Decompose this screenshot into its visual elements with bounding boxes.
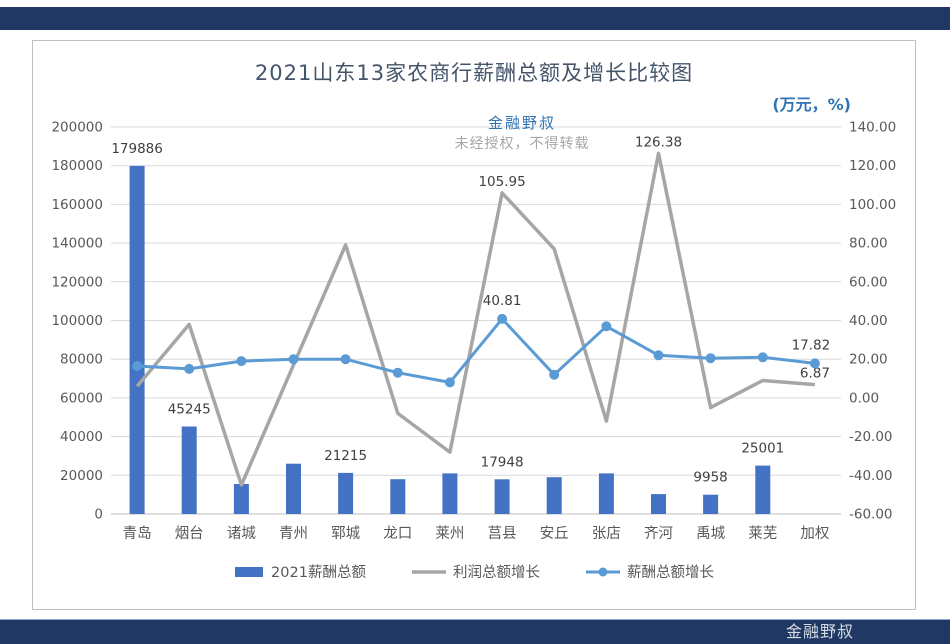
- line-marker: [601, 321, 612, 332]
- line-value-label: 126.38: [635, 134, 682, 150]
- category-label: 青州: [279, 525, 308, 542]
- line-marker: [497, 313, 508, 324]
- line-marker: [184, 363, 195, 374]
- line-marker: [653, 350, 664, 361]
- legend-label: 2021薪酬总额: [271, 565, 366, 581]
- footer-brand: 金融野叔: [785, 622, 854, 641]
- bar-segment: [338, 472, 354, 514]
- bar-segment: [442, 473, 458, 514]
- chart-title: 2021山东13家农商行薪酬总额及增长比较图: [254, 61, 694, 85]
- category-label: 加权: [800, 525, 829, 542]
- right-axis-tick: 20.00: [849, 352, 888, 368]
- line-value-label: 105.95: [478, 174, 525, 190]
- line-marker: [809, 358, 820, 369]
- left-axis-tick: 20000: [60, 468, 103, 484]
- line-marker: [757, 352, 768, 363]
- legend-line-swatch: [411, 569, 446, 574]
- header-bar: [0, 7, 950, 30]
- bar-segment: [651, 494, 666, 514]
- line-marker: [288, 354, 299, 365]
- bar-segment: [286, 463, 301, 514]
- category-label: 莒县: [488, 525, 517, 542]
- right-axis-tick: 40.00: [849, 313, 888, 329]
- salary-growth-line: [137, 317, 816, 384]
- right-axis-tick: 0.00: [849, 390, 879, 406]
- left-axis-tick: 60000: [60, 390, 103, 406]
- bar-value-label: 179886: [111, 141, 163, 157]
- footer-bar: 金融野叔: [0, 619, 950, 644]
- line-marker: [236, 356, 247, 367]
- bar-segment: [703, 494, 719, 514]
- left-axis-tick: 0: [94, 507, 103, 523]
- category-label: 诸城: [227, 525, 256, 542]
- left-axis-tick: 80000: [60, 352, 103, 368]
- left-axis-tick: 40000: [60, 429, 103, 445]
- line-marker: [340, 354, 351, 365]
- legend-label: 薪酬总额增长: [626, 565, 714, 581]
- line-value-label: 6.87: [800, 366, 830, 382]
- category-label: 安丘: [540, 525, 569, 542]
- category-label: 莱州: [435, 525, 464, 542]
- left-axis-tick: 120000: [51, 274, 103, 290]
- left-axis-tick: 160000: [51, 197, 103, 213]
- right-axis-tick: 80.00: [849, 236, 888, 252]
- line-marker: [392, 367, 403, 378]
- bar-segment: [598, 473, 614, 514]
- legend-item-2: 利润总额增长: [411, 561, 540, 582]
- bar-value-label: 45245: [168, 402, 211, 418]
- bar-segment: [390, 479, 406, 514]
- bar-segment: [129, 165, 145, 514]
- right-axis-tick: 100.00: [849, 197, 896, 213]
- bar-value-label: 9958: [693, 470, 727, 486]
- bar-segment: [755, 465, 771, 514]
- legend-line-marker-swatch: [585, 567, 620, 576]
- line-value-label: 17.82: [792, 337, 831, 353]
- left-axis-tick: 100000: [51, 313, 103, 329]
- chart-legend: 2021薪酬总额 利润总额增长 薪酬总额增长: [33, 561, 915, 582]
- right-axis-tick: -20.00: [849, 429, 893, 445]
- bar-value-label: 25001: [741, 441, 784, 457]
- category-label: 青岛: [123, 525, 152, 542]
- category-label: 齐河: [644, 525, 673, 542]
- category-label: 莱芜: [748, 525, 777, 542]
- bar-segment: [233, 484, 249, 514]
- category-label: 烟台: [175, 525, 204, 542]
- left-axis-tick: 180000: [51, 158, 103, 174]
- line-marker: [444, 377, 455, 388]
- right-axis-tick: 120.00: [849, 158, 896, 174]
- right-axis-tick: 60.00: [849, 274, 888, 290]
- bar-segment: [494, 479, 510, 514]
- line-marker: [549, 369, 560, 380]
- right-axis-tick: -60.00: [849, 507, 893, 523]
- line-marker: [132, 361, 143, 371]
- right-axis-tick: -40.00: [849, 468, 893, 484]
- chart-panel: 200000 140.00 180000 120.00 160000 100.00 1400…: [32, 40, 916, 610]
- line-marker: [705, 353, 716, 364]
- legend-bar-swatch: [235, 566, 264, 577]
- profit-growth-line: [135, 151, 816, 487]
- bar-segment: [181, 426, 197, 514]
- bar-segment: [546, 477, 562, 514]
- left-axis-tick: 140000: [51, 236, 103, 252]
- left-axis-tick: 200000: [51, 120, 103, 136]
- right-axis-tick: 140.00: [849, 120, 896, 136]
- legend-item-3: 薪酬总额增长: [585, 561, 714, 582]
- category-label: 龙口: [383, 525, 412, 542]
- axis-units-note: (万元，%): [772, 95, 851, 114]
- legend-item-1: 2021薪酬总额: [234, 561, 366, 582]
- legend-label: 利润总额增长: [452, 565, 540, 581]
- line-value-label: 40.81: [483, 293, 522, 309]
- bar-value-label: 17948: [481, 454, 524, 470]
- bar-value-label: 21215: [324, 448, 367, 464]
- category-label: 张店: [592, 525, 621, 542]
- category-label: 禹城: [696, 525, 725, 542]
- category-label: 郓城: [331, 525, 360, 542]
